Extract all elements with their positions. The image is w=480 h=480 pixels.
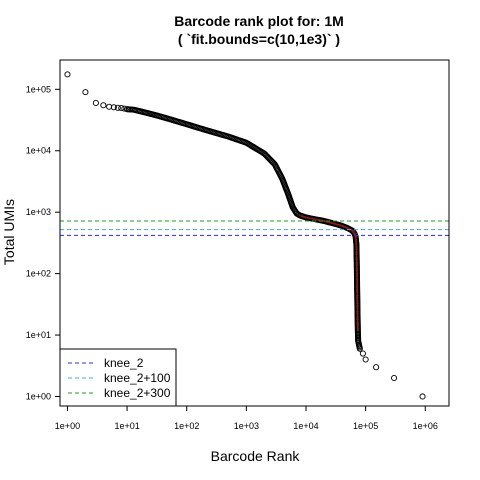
data-point	[92, 99, 99, 106]
fit-line-layer	[299, 214, 359, 331]
plot-frame	[59, 59, 450, 407]
data-point	[100, 102, 107, 109]
x-tick-label: 1e+06	[413, 421, 438, 431]
legend-label: knee_2+300	[104, 386, 171, 400]
data-point	[373, 364, 380, 371]
legend-label: knee_2	[104, 356, 144, 370]
x-tick-label: 1e+02	[174, 421, 199, 431]
x-tick-label: 1e+05	[353, 421, 378, 431]
axis-ticks: 1e+00 1e+01 1e+02 1e+03 1e+04 1e+05 1e+06 1e+00…	[26, 84, 438, 431]
data-point	[419, 393, 426, 400]
y-tick-label: 1e+01	[26, 330, 51, 340]
x-axis-label: Barcode Rank	[211, 448, 301, 464]
knee-lines	[60, 220, 449, 236]
y-tick-label: 1e+04	[26, 146, 51, 156]
y-tick-label: 1e+02	[26, 269, 51, 279]
chart-title-line1: Barcode rank plot for: 1M	[174, 13, 344, 29]
x-tick-label: 1e+04	[293, 421, 318, 431]
legend-label: knee_2+100	[104, 371, 171, 385]
data-point	[82, 89, 89, 96]
x-tick-label: 1e+00	[55, 421, 80, 431]
y-tick-label: 1e+00	[26, 391, 51, 401]
fit-line	[299, 214, 359, 331]
data-point	[391, 374, 398, 382]
data-point	[114, 104, 121, 111]
y-tick-label: 1e+05	[26, 84, 51, 94]
y-axis-label: Total UMIs	[1, 199, 17, 265]
data-point	[118, 105, 125, 112]
data-point	[356, 345, 363, 352]
data-point	[359, 350, 366, 357]
data-point	[362, 356, 369, 363]
y-tick-label: 1e+03	[26, 207, 51, 217]
data-point	[64, 71, 71, 78]
data-point	[110, 104, 117, 111]
x-tick-label: 1e+03	[234, 421, 259, 431]
legend-box	[59, 348, 177, 407]
chart-title-line2: ( `fit.bounds=c(10,1e3)` )	[178, 31, 340, 47]
x-tick-label: 1e+01	[114, 421, 139, 431]
